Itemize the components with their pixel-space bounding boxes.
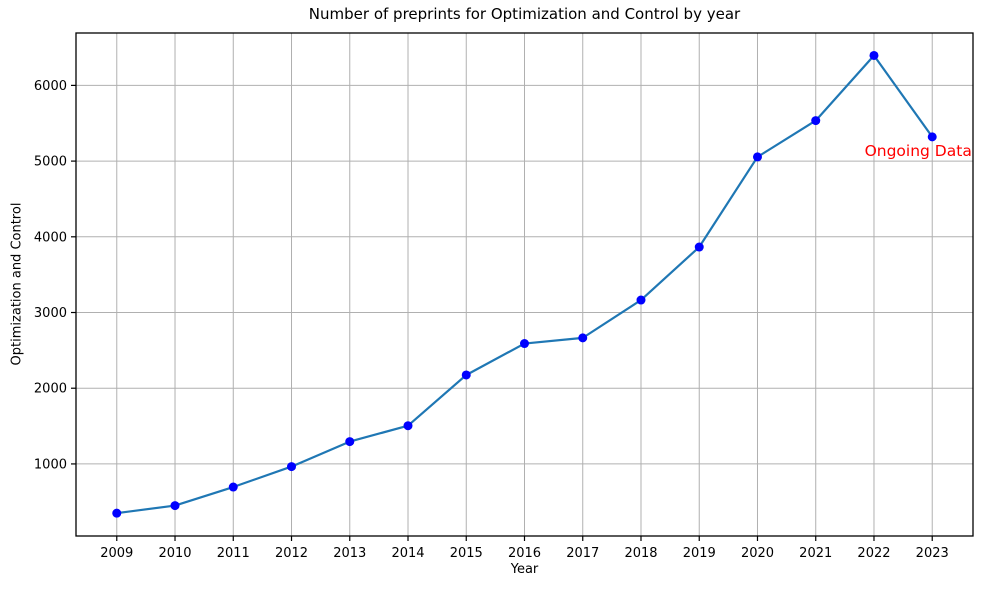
plot-border (75, 32, 974, 537)
data-point (636, 295, 646, 305)
data-point (752, 152, 762, 162)
data-point (811, 116, 821, 126)
data-point (461, 370, 471, 380)
x-axis-label: Year (510, 562, 539, 577)
data-point (520, 339, 529, 349)
x-tick-label: 2018 (624, 546, 657, 561)
x-ticks (116, 536, 933, 541)
x-tick-label: 2017 (566, 546, 599, 561)
y-tick-label: 2000 (34, 382, 67, 397)
x-tick-label: 2023 (916, 546, 949, 561)
x-tick-label: 2019 (683, 546, 716, 561)
x-tick-label: 2009 (100, 546, 133, 561)
x-tick-label: 2014 (391, 546, 424, 561)
x-tick-label: 2016 (508, 546, 541, 561)
x-tick-label: 2013 (333, 546, 366, 561)
chart-title: Number of preprints for Optimization and… (308, 5, 741, 23)
y-tick-label: 5000 (34, 155, 67, 170)
y-tick-label: 1000 (34, 457, 67, 472)
data-point (112, 508, 122, 518)
data-point (694, 242, 704, 252)
data-point (869, 50, 879, 60)
y-tick-label: 6000 (34, 79, 67, 94)
annotation-ongoing-data: Ongoing Data (864, 142, 972, 161)
x-gridlines (116, 33, 933, 536)
data-point (170, 501, 180, 511)
x-tick-label: 2012 (275, 546, 308, 561)
x-tick-labels: 2009 2010 2011 2012 2013 2014 2015 2016 2017 2018… (100, 546, 949, 561)
x-tick-label: 2015 (450, 546, 483, 561)
y-tick-label: 3000 (34, 306, 67, 321)
x-tick-label: 2011 (217, 546, 250, 561)
data-point (403, 421, 413, 431)
data-point (345, 437, 355, 447)
data-points (112, 50, 937, 518)
x-tick-label: 2020 (741, 546, 774, 561)
x-tick-label: 2010 (158, 546, 191, 561)
data-point (287, 462, 297, 472)
y-ticks (71, 84, 76, 465)
x-tick-label: 2022 (857, 546, 890, 561)
y-tick-label: 4000 (34, 230, 67, 245)
y-gridlines (76, 84, 973, 465)
data-point (927, 132, 937, 142)
y-axis-label: Optimization and Control (9, 202, 25, 366)
y-tick-labels: 1000 2000 3000 4000 5000 6000 (34, 79, 67, 473)
data-point (228, 482, 238, 492)
data-point (578, 333, 588, 343)
x-tick-label: 2021 (799, 546, 832, 561)
